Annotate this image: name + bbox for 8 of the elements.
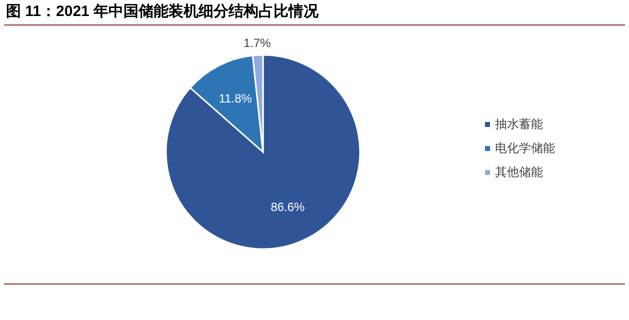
legend-label: 电化学储能 bbox=[495, 141, 555, 155]
pie-slice bbox=[165, 54, 361, 250]
legend-label: 抽水蓄能 bbox=[495, 117, 543, 131]
data-label: 11.8% bbox=[218, 92, 252, 106]
data-label: 86.6% bbox=[270, 200, 306, 214]
chart-title: 图 11：2021 年中国储能装机细分结构占比情况 bbox=[6, 3, 320, 20]
data-label: 1.7% bbox=[244, 36, 272, 50]
legend-label: 其他储能 bbox=[495, 165, 543, 179]
